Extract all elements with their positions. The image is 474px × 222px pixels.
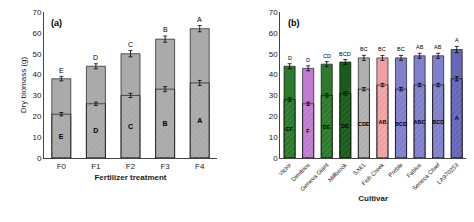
- svg-text:DE: DE: [341, 123, 349, 129]
- svg-text:CD: CD: [323, 53, 331, 59]
- svg-text:C: C: [128, 123, 133, 130]
- svg-text:40: 40: [269, 70, 278, 79]
- svg-text:F: F: [306, 128, 310, 134]
- svg-text:LA970253: LA970253: [436, 161, 460, 185]
- svg-text:(b): (b): [288, 18, 300, 28]
- svg-text:A: A: [455, 37, 459, 43]
- svg-text:0: 0: [273, 154, 278, 163]
- svg-text:Cultivar: Cultivar: [358, 194, 388, 203]
- svg-text:E: E: [59, 67, 64, 74]
- svg-text:A: A: [197, 16, 202, 23]
- svg-text:40: 40: [32, 70, 41, 79]
- svg-text:Victor: Victor: [277, 162, 292, 177]
- svg-text:D: D: [93, 54, 98, 61]
- svg-text:50: 50: [269, 50, 278, 59]
- svg-text:AB: AB: [434, 44, 442, 50]
- svg-text:D: D: [93, 127, 98, 134]
- svg-text:D: D: [306, 57, 310, 63]
- svg-text:F2: F2: [126, 162, 136, 171]
- svg-text:F1: F1: [91, 162, 101, 171]
- svg-text:BC: BC: [378, 46, 386, 52]
- svg-text:C: C: [128, 41, 133, 48]
- svg-text:AB: AB: [416, 44, 424, 50]
- svg-text:50: 50: [32, 50, 41, 59]
- svg-text:ABC: ABC: [414, 119, 426, 125]
- svg-text:Dry biomass (g): Dry biomass (g): [19, 56, 28, 113]
- svg-text:10: 10: [32, 133, 41, 142]
- svg-text:Fabius: Fabius: [405, 162, 422, 179]
- svg-text:SX61: SX61: [352, 161, 367, 176]
- svg-text:B: B: [163, 120, 168, 127]
- svg-text:Fish Creek: Fish Creek: [361, 161, 386, 186]
- svg-text:30: 30: [32, 91, 41, 100]
- svg-text:60: 60: [32, 29, 41, 38]
- svg-text:Preble: Preble: [387, 161, 404, 178]
- svg-text:20: 20: [32, 112, 41, 121]
- svg-text:Geneva Giant: Geneva Giant: [299, 162, 330, 193]
- svg-text:Millbrook: Millbrook: [327, 161, 349, 183]
- svg-text:EF: EF: [286, 126, 294, 132]
- svg-text:20: 20: [269, 112, 278, 121]
- svg-text:Fertilizer treatment: Fertilizer treatment: [94, 173, 166, 182]
- svg-text:F0: F0: [57, 162, 67, 171]
- svg-text:70: 70: [269, 8, 278, 17]
- svg-text:30: 30: [269, 91, 278, 100]
- svg-text:D: D: [288, 55, 292, 61]
- svg-text:(a): (a): [51, 18, 62, 28]
- svg-text:BCD: BCD: [432, 119, 444, 125]
- svg-text:BC: BC: [397, 46, 405, 52]
- svg-text:E: E: [59, 133, 64, 140]
- svg-text:BCD: BCD: [339, 51, 351, 57]
- svg-text:F4: F4: [195, 162, 205, 171]
- svg-text:BCD: BCD: [395, 121, 407, 127]
- svg-text:AB: AB: [378, 119, 386, 125]
- svg-text:A: A: [197, 117, 202, 124]
- svg-text:60: 60: [269, 29, 278, 38]
- svg-text:DE: DE: [323, 124, 331, 130]
- svg-text:B: B: [163, 26, 168, 33]
- svg-text:Seneca Chief: Seneca Chief: [411, 162, 441, 192]
- svg-text:Dimitrios: Dimitrios: [290, 162, 311, 183]
- svg-text:10: 10: [269, 133, 278, 142]
- svg-text:70: 70: [32, 8, 41, 17]
- svg-text:CDE: CDE: [358, 121, 370, 127]
- svg-text:F3: F3: [160, 162, 170, 171]
- svg-text:BC: BC: [360, 46, 368, 52]
- svg-text:A: A: [455, 115, 459, 121]
- svg-text:0: 0: [37, 154, 42, 163]
